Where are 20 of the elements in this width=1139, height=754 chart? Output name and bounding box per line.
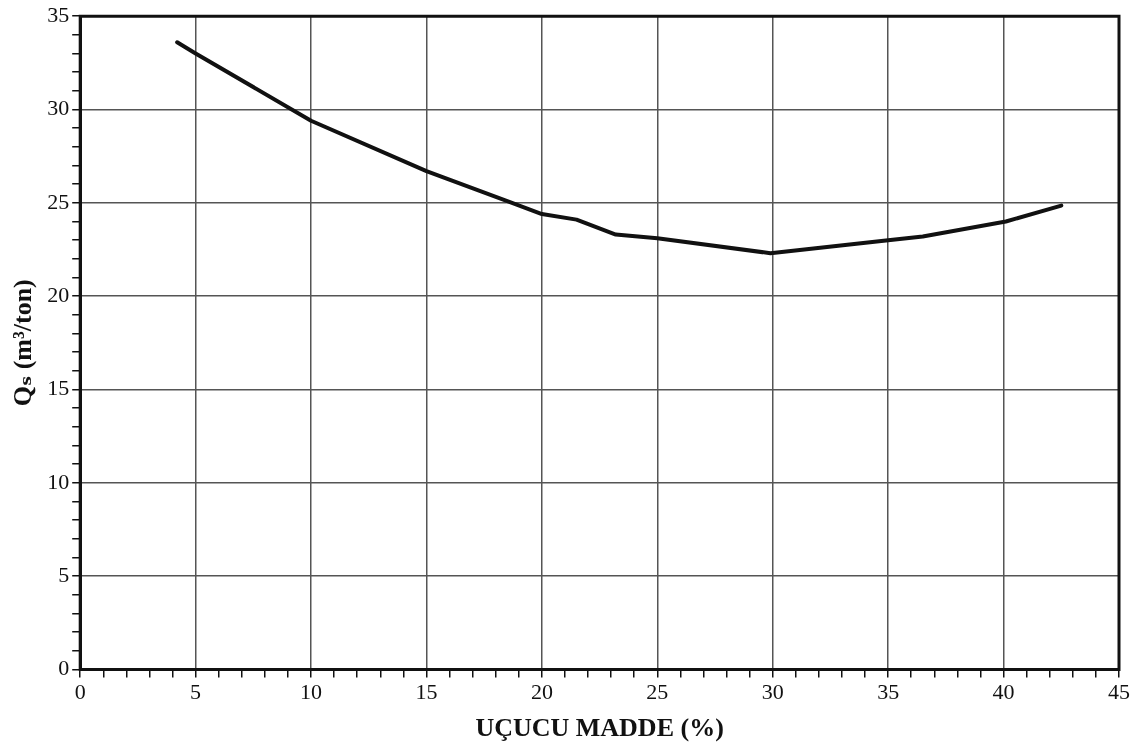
y-tick-label: 20 bbox=[47, 281, 70, 307]
y-tick-label: 25 bbox=[47, 188, 70, 214]
y-axis-title: Qₛ (m³/ton) bbox=[8, 279, 38, 407]
x-tick-label: 15 bbox=[415, 679, 438, 705]
x-axis-title: UÇUCU MADDE (%) bbox=[475, 713, 724, 743]
x-tick-label: 5 bbox=[190, 679, 202, 705]
x-tick-label: 20 bbox=[530, 679, 553, 705]
y-tick-label: 0 bbox=[58, 655, 70, 681]
y-tick-label: 15 bbox=[47, 375, 70, 401]
y-tick-label: 30 bbox=[47, 95, 70, 121]
y-tick-label: 5 bbox=[58, 561, 70, 587]
x-tick-label: 25 bbox=[646, 679, 669, 705]
x-tick-label: 0 bbox=[74, 679, 86, 705]
x-tick-label: 40 bbox=[992, 679, 1015, 705]
y-tick-label: 10 bbox=[47, 468, 70, 494]
x-tick-label: 45 bbox=[1108, 679, 1130, 705]
x-tick-label: 10 bbox=[300, 679, 323, 705]
x-tick-label: 30 bbox=[761, 679, 784, 705]
y-tick-label: 35 bbox=[47, 1, 70, 27]
x-tick-label: 35 bbox=[877, 679, 900, 705]
